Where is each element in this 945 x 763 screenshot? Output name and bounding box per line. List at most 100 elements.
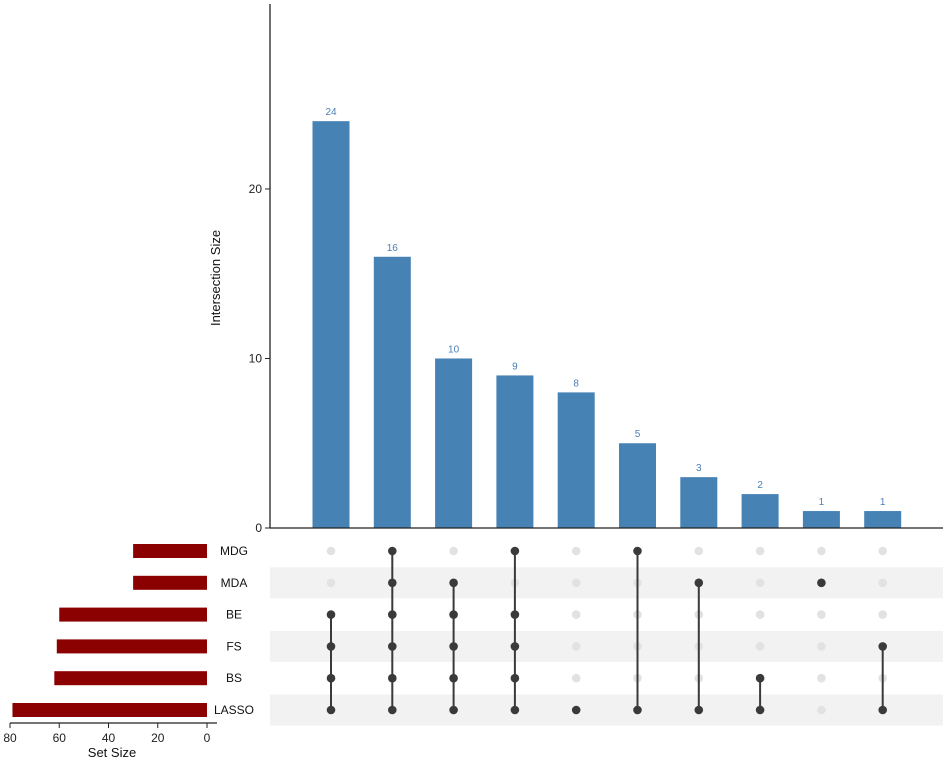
matrix-stripe: [270, 694, 943, 726]
matrix-dot-inactive: [817, 705, 826, 715]
set-size-bar: [133, 544, 207, 558]
matrix-dot-inactive: [571, 610, 581, 619]
set-size-bar: [54, 671, 208, 686]
matrix-dot-inactive: [878, 610, 887, 619]
matrix-dot-inactive: [878, 578, 887, 588]
matrix-dot-active: [388, 705, 397, 715]
matrix-dot-inactive: [755, 642, 765, 651]
matrix-stripes: [270, 567, 943, 726]
matrix-dot-inactive: [755, 578, 765, 588]
intersection-bar-label: 1: [880, 497, 886, 508]
matrix-dot-inactive: [817, 673, 826, 683]
intersection-bar-label: 24: [325, 107, 337, 118]
matrix-dot-active: [326, 673, 336, 683]
intersection-bar: [802, 511, 840, 528]
intersection-bar: [557, 392, 595, 528]
matrix-dot-active: [510, 546, 520, 556]
matrix-dot-inactive: [817, 610, 826, 619]
matrix-dot-active: [449, 705, 458, 715]
y-tick-label: 0: [255, 521, 262, 535]
intersection-bar-label: 8: [573, 378, 579, 389]
intersection-bar-label: 3: [696, 463, 702, 474]
matrix-dot-active: [817, 578, 826, 588]
set-size-tick-label: 80: [3, 731, 17, 745]
matrix-dot-active: [510, 642, 520, 651]
set-name-label: BS: [226, 671, 242, 685]
matrix-dot-inactive: [571, 673, 581, 683]
matrix-dot-active: [449, 610, 458, 619]
matrix-dot-active: [388, 546, 397, 556]
intersection-bar: [741, 494, 779, 528]
matrix-dot-active: [571, 705, 581, 715]
set-size-tick-label: 0: [204, 731, 211, 745]
matrix-dot-active: [388, 610, 397, 619]
set-size-tick-label: 20: [151, 731, 165, 745]
intersection-bar-label: 5: [635, 429, 641, 440]
set-name-label: LASSO: [214, 703, 254, 717]
matrix-dot-inactive: [755, 546, 765, 556]
intersection-bar: [864, 511, 902, 528]
intersection-bar: [373, 256, 411, 528]
matrix-dot-active: [449, 673, 458, 683]
intersection-bar: [312, 121, 350, 528]
matrix-dot-active: [878, 642, 887, 651]
matrix-dot-active: [755, 673, 765, 683]
set-name-label: MDG: [220, 544, 248, 558]
matrix-stripe: [270, 630, 943, 662]
matrix-dot-inactive: [694, 546, 704, 556]
set-size-bar: [12, 703, 208, 717]
intersection-bar-label: 16: [387, 243, 399, 254]
matrix-dot-active: [755, 705, 765, 715]
intersection-bar-label: 2: [757, 480, 763, 491]
matrix-dot-active: [510, 610, 520, 619]
set-size-tick-label: 40: [102, 731, 116, 745]
matrix-dot-inactive: [449, 546, 458, 556]
intersection-size-axis: 0 10 20: [249, 4, 943, 535]
matrix-dot-active: [633, 705, 642, 715]
matrix-dot-active: [388, 578, 397, 588]
matrix-stripe: [270, 567, 943, 599]
matrix-dot-inactive: [571, 578, 581, 588]
set-size-bar: [133, 575, 207, 590]
matrix-dot-active: [878, 705, 887, 715]
matrix-dot-active: [449, 642, 458, 651]
intersection-bar: [680, 477, 718, 528]
matrix-dot-active: [694, 578, 704, 588]
matrix-dot-inactive: [326, 578, 336, 588]
matrix-dot-inactive: [817, 546, 826, 556]
matrix-dot-inactive: [817, 642, 826, 651]
intersection-bar: [435, 358, 473, 528]
y-tick-label: 20: [249, 182, 263, 196]
intersection-bar: [496, 375, 534, 528]
matrix-dot-active: [510, 673, 520, 683]
set-size-axis: 80 60 40 20 0: [3, 722, 217, 745]
intersection-bars: [312, 121, 902, 528]
matrix-dot-inactive: [326, 546, 336, 556]
intersection-bar-label: 10: [448, 344, 460, 355]
matrix-dot-active: [510, 705, 520, 715]
intersection-matrix: [326, 546, 887, 715]
set-name-label: FS: [226, 639, 241, 653]
intersection-bar-label: 1: [819, 497, 825, 508]
intersection-bar-labels: 24 16 10 9 8 5 3 2 1 1: [325, 107, 885, 508]
set-size-bar: [56, 639, 207, 654]
set-size-tick-label: 60: [53, 731, 67, 745]
set-size-axis-title: Set Size: [88, 745, 136, 760]
matrix-dot-active: [633, 546, 642, 556]
set-name-label: MDA: [221, 576, 248, 590]
matrix-dot-active: [326, 705, 336, 715]
matrix-dot-inactive: [571, 642, 581, 651]
matrix-dot-active: [326, 610, 336, 619]
y-tick-label: 10: [249, 351, 263, 365]
set-name-labels: MDG MDA BE FS BS LASSO: [214, 544, 254, 717]
matrix-dot-inactive: [878, 546, 887, 556]
matrix-dot-active: [694, 705, 704, 715]
matrix-dot-active: [388, 673, 397, 683]
set-size-bar: [59, 607, 207, 622]
intersection-bar: [619, 443, 656, 528]
matrix-dot-inactive: [571, 546, 581, 556]
set-name-label: BE: [226, 608, 242, 622]
matrix-dot-active: [449, 578, 458, 588]
intersection-size-axis-title: Intersection Size: [208, 230, 223, 326]
